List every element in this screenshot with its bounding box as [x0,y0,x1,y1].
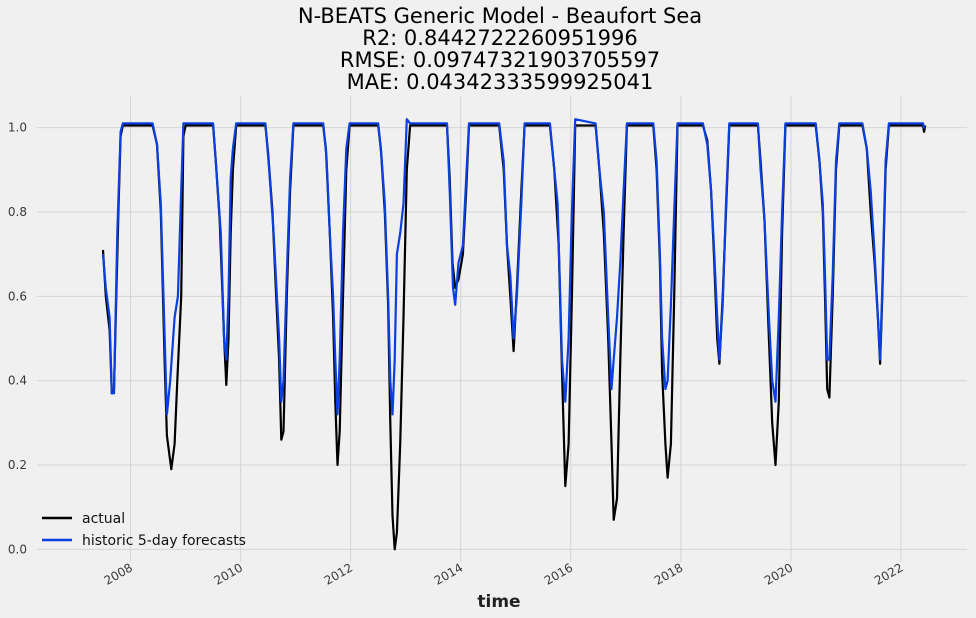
y-tick-label: 1.0 [8,121,27,135]
x-axis-label: time [477,592,520,612]
legend-label-forecast: historic 5-day forecasts [82,533,246,549]
x-tick-label: 2022 [872,560,905,587]
x-tick-label: 2008 [102,560,135,587]
x-tick-label: 2016 [542,560,575,587]
legend: actual historic 5-day forecasts [42,511,246,549]
series-lines [101,118,927,551]
legend-label-actual: actual [82,511,125,527]
chart-title-line-4: MAE: 0.04342333599925041 [347,70,654,94]
x-tick-label: 2014 [432,560,465,587]
x-tick-label: 2018 [652,560,685,587]
y-tick-label: 0.0 [8,542,27,556]
chart-title-line-1: N-BEATS Generic Model - Beaufort Sea [298,4,702,28]
y-tick-label: 0.4 [8,374,27,388]
chart-title-line-3: RMSE: 0.09747321903705597 [340,48,660,72]
x-tick-label: 2012 [322,560,355,587]
chart-title: N-BEATS Generic Model - Beaufort Sea R2:… [298,4,702,94]
series-line-forecast [101,118,926,416]
plot-background [37,96,967,562]
chart-title-line-2: R2: 0.8442722260951996 [362,26,638,50]
y-tick-label: 0.6 [8,289,27,303]
x-tick-label: 2020 [762,560,795,587]
y-tick-label: 0.2 [8,458,27,472]
y-tick-label: 0.8 [8,205,27,219]
x-tick-label: 2010 [212,560,245,587]
